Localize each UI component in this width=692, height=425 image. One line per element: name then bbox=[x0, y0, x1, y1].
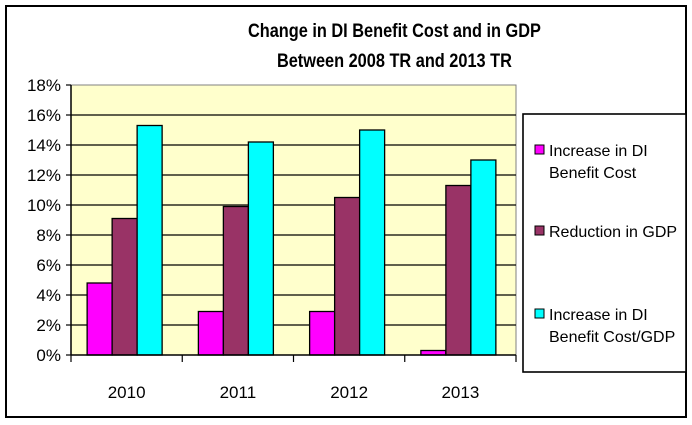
chart-title-line-1: Change in DI Benefit Cost and in GDP bbox=[248, 20, 541, 41]
legend-item: Increase in DI Benefit Cost/GDP bbox=[534, 307, 675, 346]
legend-label: Benefit Cost bbox=[549, 165, 637, 182]
bar-2011-series-1 bbox=[197, 310, 225, 356]
legend-label: Benefit Cost/GDP bbox=[549, 329, 675, 346]
x-tick-label: 2011 bbox=[220, 383, 257, 402]
x-tick-label: 2013 bbox=[441, 383, 479, 402]
bar-2011-series-3 bbox=[247, 141, 275, 356]
bar-2010-series-1 bbox=[86, 282, 113, 356]
legend-box bbox=[522, 113, 687, 373]
y-tick-label: 18% bbox=[27, 76, 61, 95]
bar-2010-series-3 bbox=[136, 124, 163, 356]
bar-2011-series-2 bbox=[222, 205, 250, 356]
bar-2012-series-1 bbox=[308, 310, 336, 356]
legend-label: Reduction in GDP bbox=[549, 224, 677, 241]
x-tick-label: 2012 bbox=[330, 383, 368, 402]
bar-2013-series-2 bbox=[445, 184, 472, 356]
legend-swatch bbox=[534, 225, 545, 236]
legend: Increase in DI Benefit Cost Reduction in G… bbox=[522, 113, 687, 373]
y-tick-label: 14% bbox=[27, 136, 61, 155]
y-tick-label: 12% bbox=[27, 166, 61, 185]
y-tick-label: 2% bbox=[36, 316, 61, 335]
bars bbox=[86, 124, 497, 356]
legend-swatch bbox=[534, 144, 545, 155]
chart-title-line-2: Between 2008 TR and 2013 TR bbox=[277, 50, 512, 71]
y-tick-label: 6% bbox=[36, 256, 61, 275]
axes bbox=[66, 84, 517, 362]
bar-2013-series-3 bbox=[470, 159, 497, 356]
x-tick-label: 2010 bbox=[108, 383, 146, 402]
chart-title: Change in DI Benefit Cost and in GDP Bet… bbox=[248, 20, 541, 71]
legend-label: Increase in DI bbox=[549, 143, 648, 160]
y-tick-label: 4% bbox=[36, 286, 61, 305]
bar-2012-series-2 bbox=[333, 196, 361, 356]
legend-swatch bbox=[534, 308, 545, 319]
y-tick-label: 10% bbox=[27, 196, 61, 215]
legend-label: Increase in DI bbox=[549, 307, 648, 324]
bar-2010-series-2 bbox=[111, 217, 138, 356]
y-axis-tick-labels: 0% 2% 4% 6% 8% 10% 12% 14% 16% 18% bbox=[27, 76, 61, 365]
y-tick-label: 16% bbox=[27, 106, 61, 125]
bar-2012-series-3 bbox=[358, 129, 386, 356]
y-tick-label: 0% bbox=[36, 346, 61, 365]
y-tick-label: 8% bbox=[36, 226, 61, 245]
x-axis-tick-labels: 2010 2011 2012 2013 bbox=[108, 383, 480, 402]
legend-item: Increase in DI Benefit Cost bbox=[534, 143, 648, 182]
legend-item: Reduction in GDP bbox=[534, 224, 677, 241]
